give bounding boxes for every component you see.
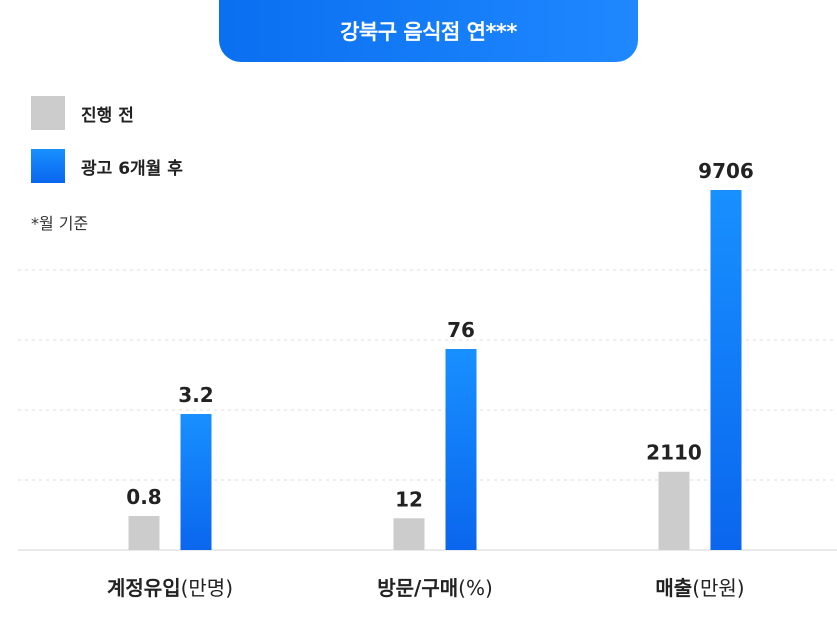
x-label-sales-unit: (만원) bbox=[692, 576, 745, 600]
legend-item-before: 진행 전 bbox=[31, 96, 134, 130]
bar-after-1 bbox=[445, 349, 477, 550]
bar-after-2 bbox=[710, 190, 742, 550]
legend-label-before: 진행 전 bbox=[81, 105, 134, 126]
legend-item-after: 광고 6개월 후 bbox=[31, 149, 183, 183]
data-label-before-0: 0.8 bbox=[126, 485, 161, 509]
x-label-visits: 방문/구매(%) bbox=[377, 572, 493, 601]
chart-title-banner: 강북구 음식점 연*** bbox=[219, 0, 638, 62]
bar-after-0 bbox=[180, 414, 212, 550]
x-label-accounts-unit: (만명) bbox=[180, 576, 234, 600]
x-label-accounts: 계정유입(만명) bbox=[107, 572, 233, 601]
legend-label-after: 광고 6개월 후 bbox=[81, 158, 183, 179]
x-label-sales-text: 매출 bbox=[655, 576, 693, 600]
data-label-before-1: 12 bbox=[395, 487, 423, 511]
chart-title: 강북구 음식점 연*** bbox=[340, 20, 517, 44]
data-label-after-1: 76 bbox=[447, 318, 475, 342]
x-label-visits-unit: (%) bbox=[458, 576, 493, 600]
x-label-accounts-text: 계정유입 bbox=[106, 576, 181, 600]
data-label-after-2: 9706 bbox=[698, 159, 754, 183]
bar-before-2 bbox=[658, 471, 690, 550]
data-label-after-0: 3.2 bbox=[178, 383, 213, 407]
bar-before-1 bbox=[393, 518, 425, 550]
x-label-sales: 매출(만원) bbox=[655, 572, 744, 601]
legend-swatch-after bbox=[31, 149, 65, 183]
bar-before-0 bbox=[128, 516, 160, 550]
data-label-before-2: 2110 bbox=[646, 441, 702, 465]
unit-note: *월 기준 bbox=[31, 214, 89, 233]
x-label-visits-text: 방문/구매 bbox=[377, 576, 459, 600]
legend-swatch-before bbox=[31, 96, 65, 130]
